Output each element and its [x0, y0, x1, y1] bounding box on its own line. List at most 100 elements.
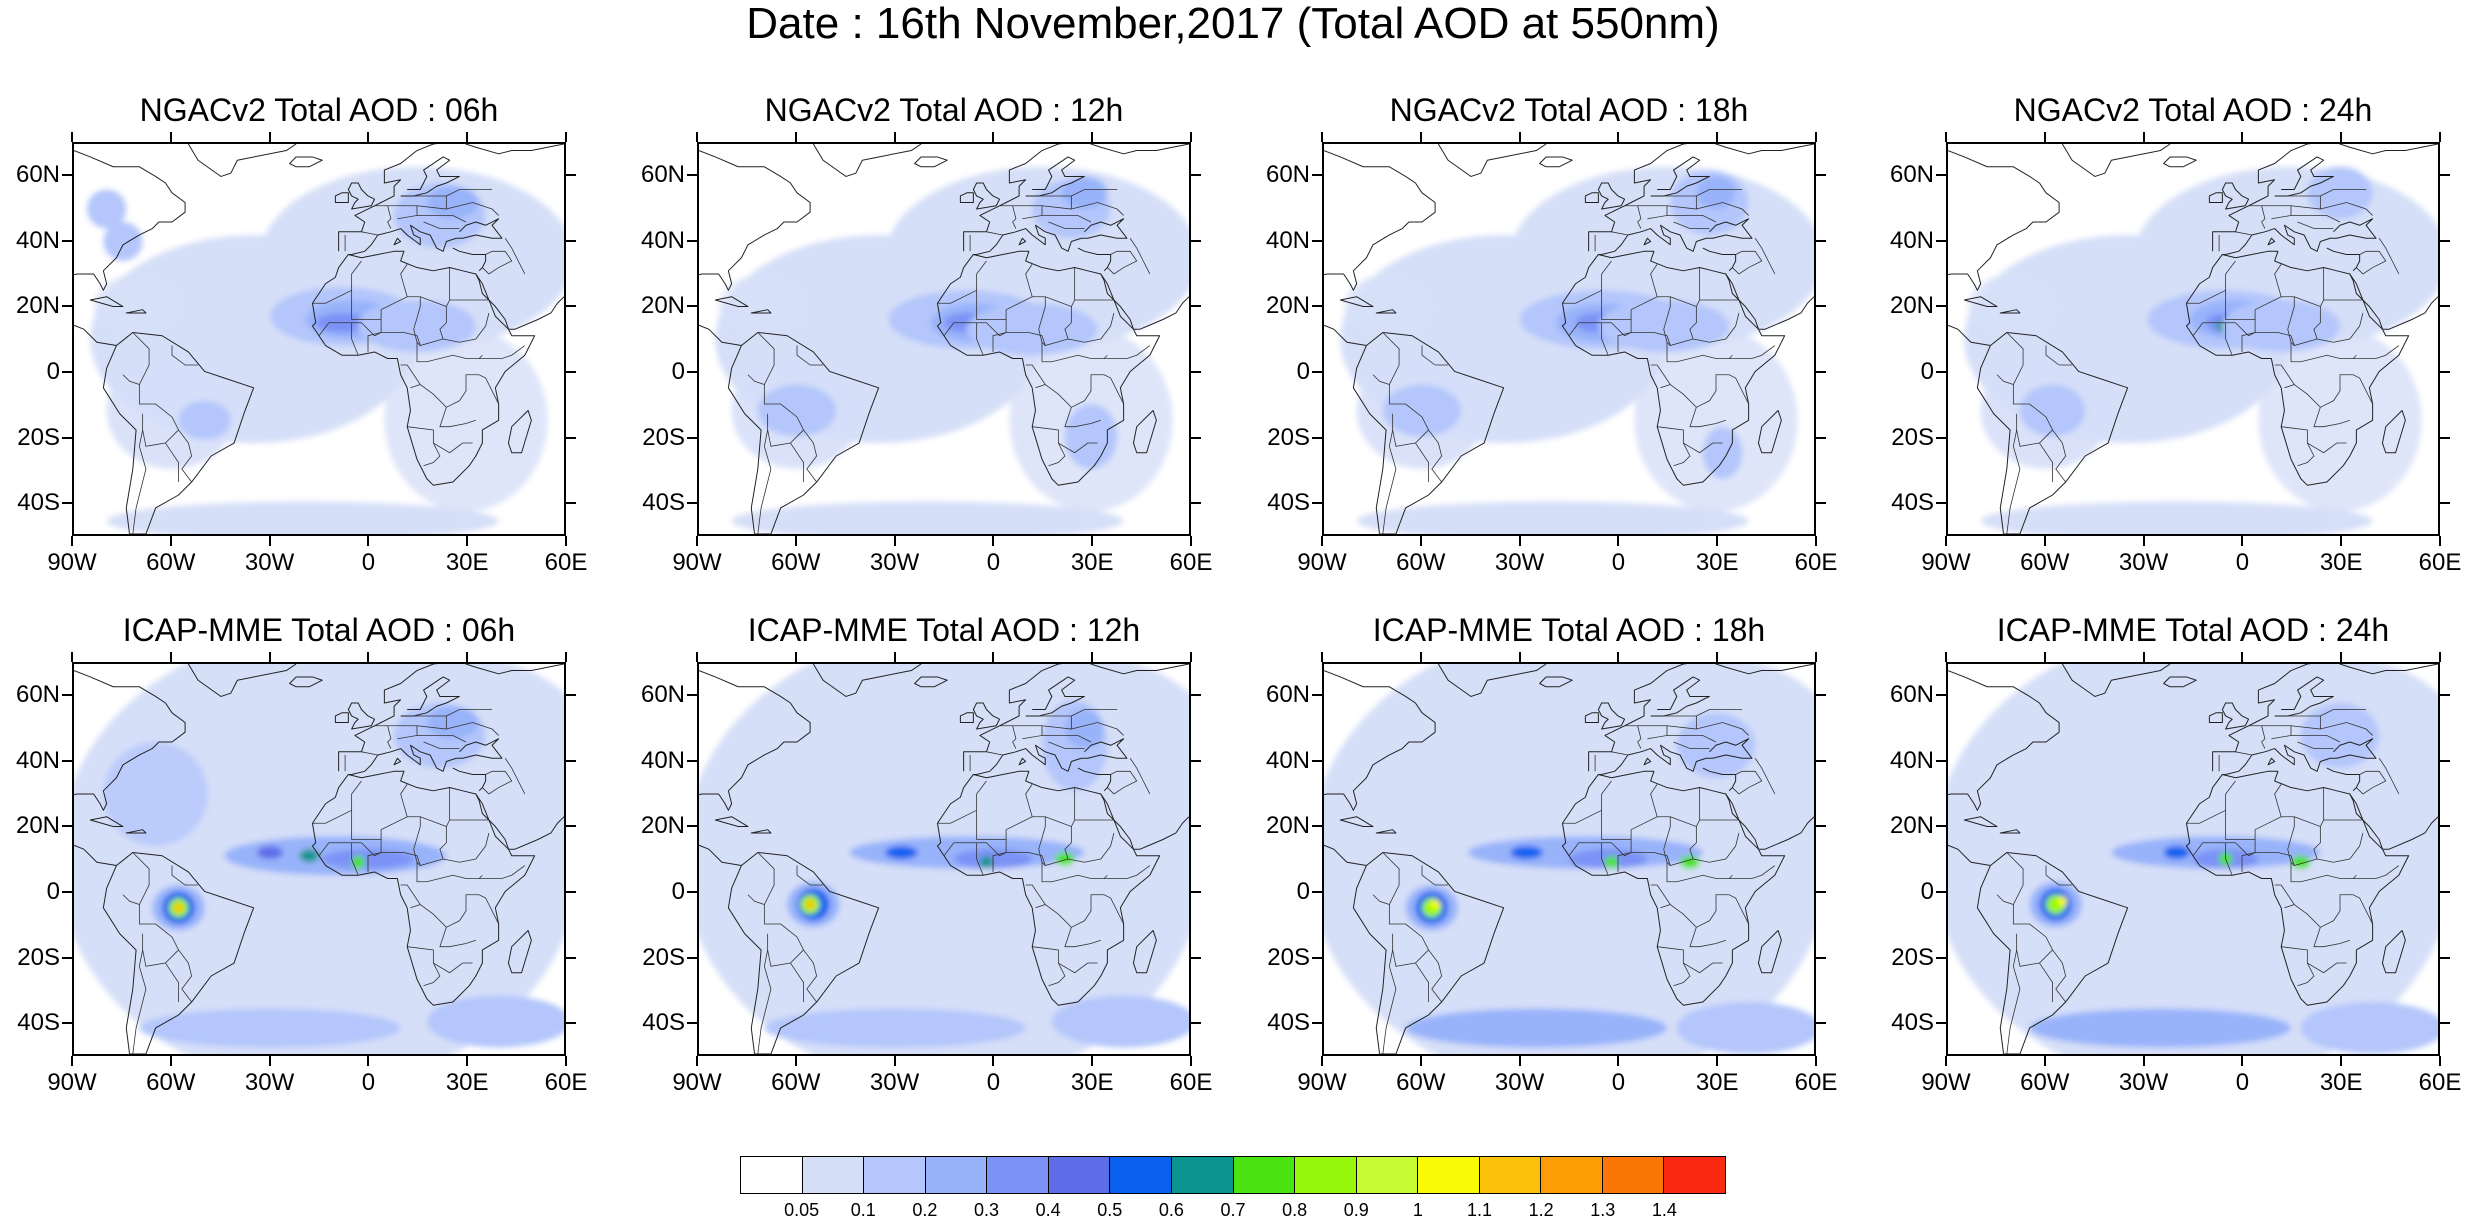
border-line: [165, 442, 179, 483]
coastline-europe: [1588, 664, 1814, 772]
border-line: [138, 384, 189, 444]
border-line: [1673, 221, 1710, 229]
lon-tick-label: 60E: [2418, 1069, 2462, 1096]
border-line: [1617, 319, 1632, 352]
lat-tick-label: 20N: [640, 292, 685, 320]
lon-tick: [893, 536, 896, 546]
border-line: [351, 842, 359, 876]
border-line: [2287, 195, 2321, 210]
border-line: [2055, 442, 2067, 483]
lon-tick: [794, 536, 797, 546]
border-line: [1025, 784, 1033, 817]
lat-tick: [1312, 890, 1322, 893]
lat-tick-label: 20S: [1891, 943, 1934, 971]
border-line: [1107, 770, 1138, 795]
colorbar-swatch: [1479, 1157, 1542, 1193]
border-line: [2261, 725, 2292, 740]
coastline-africa: [1561, 770, 1786, 1006]
lat-tick-label: 40N: [1889, 746, 1934, 774]
lon-tick: [1617, 536, 1620, 546]
lon-tick: [466, 132, 469, 142]
lon-tick: [268, 132, 271, 142]
lat-tick: [1312, 502, 1322, 505]
border-line: [2039, 442, 2053, 483]
lon-tick: [2241, 652, 2244, 662]
border-line: [1382, 949, 1397, 1054]
lon-tick: [1617, 132, 1620, 142]
coastline-greenland: [1437, 664, 1547, 697]
border-line: [1107, 250, 1138, 275]
aod-region: [1980, 501, 2373, 534]
aod-shading: [87, 166, 564, 534]
coastline-greenland: [2061, 144, 2171, 177]
lon-tick: [71, 132, 73, 142]
border-line: [2313, 407, 2350, 428]
border-line: [2225, 322, 2233, 356]
lat-tick-label: 40S: [1891, 489, 1934, 517]
coastline-hispaniola: [1999, 829, 2021, 834]
aod-region: [885, 846, 918, 859]
lon-tick: [2043, 536, 2046, 546]
lon-tick: [992, 652, 995, 662]
lat-tick: [1191, 502, 1201, 505]
coastline-balticS: [1025, 156, 1085, 197]
lat-tick-label: 0: [1920, 877, 1934, 905]
border-line: [1421, 865, 1449, 886]
border-line: [1071, 722, 1124, 736]
lon-tick: [1945, 132, 1947, 142]
coastline-italyIsl: [1643, 237, 1652, 246]
lat-tick-label: 40N: [1889, 226, 1934, 254]
lon-tick: [1419, 132, 1422, 142]
border-line: [2039, 962, 2053, 1003]
border-line: [2378, 238, 2400, 275]
border-line: [2290, 862, 2357, 883]
border-line: [1104, 865, 1151, 879]
border-line: [482, 250, 513, 275]
coastline-madagascar: [1132, 409, 1157, 454]
coastline-uk: [972, 702, 1001, 730]
country-borders: [1996, 709, 2400, 1054]
panel-title: ICAP-MME Total AOD : 18h: [1372, 612, 1766, 648]
aod-region: [1634, 329, 1798, 512]
lat-tick: [566, 825, 576, 828]
lon-tick: [1518, 1056, 1521, 1066]
coastline-med: [348, 218, 503, 255]
lon-tick: [1321, 652, 1323, 662]
aod-region: [718, 274, 811, 339]
lon-tick: [2043, 132, 2046, 142]
coastline-africa: [2185, 250, 2410, 486]
aod-map-panel: [1946, 142, 2440, 536]
coastline-madagascar: [1757, 929, 1782, 974]
border-line: [2356, 770, 2387, 795]
border-line: [1045, 894, 1124, 928]
coastlines: [699, 664, 1189, 1054]
border-line: [361, 751, 378, 756]
border-line: [1012, 205, 1043, 220]
coastline-africa: [936, 770, 1161, 1006]
coastline-greenland: [187, 144, 297, 177]
coastline-redsea: [1100, 793, 1105, 801]
aod-region: [178, 400, 231, 440]
coastline-cuba: [1339, 296, 1374, 308]
colorbar-level-label: 0.05: [784, 1200, 820, 1220]
border-line: [2012, 384, 2063, 444]
lat-tick: [1936, 305, 1946, 308]
lon-tick: [1945, 536, 1947, 546]
border-line: [2378, 758, 2400, 795]
lat-tick: [1936, 502, 1946, 505]
border-line: [1689, 407, 1726, 428]
lat-tick: [1312, 693, 1322, 696]
lon-tick: [992, 132, 995, 142]
border-line: [1650, 884, 1671, 909]
lon-tick: [2340, 536, 2343, 546]
colorbar-swatch: [1048, 1157, 1111, 1193]
border-line: [138, 904, 189, 964]
coastline-centralAmerica: [699, 150, 811, 347]
lon-tick-label: 0: [361, 1069, 376, 1096]
border-line: [1048, 221, 1085, 229]
lat-tick-label: 20N: [15, 812, 60, 840]
border-line: [2241, 319, 2256, 352]
border-line: [1729, 865, 1776, 879]
colorbar-swatch: [1233, 1157, 1296, 1193]
coastline-ireland: [1584, 712, 1599, 723]
